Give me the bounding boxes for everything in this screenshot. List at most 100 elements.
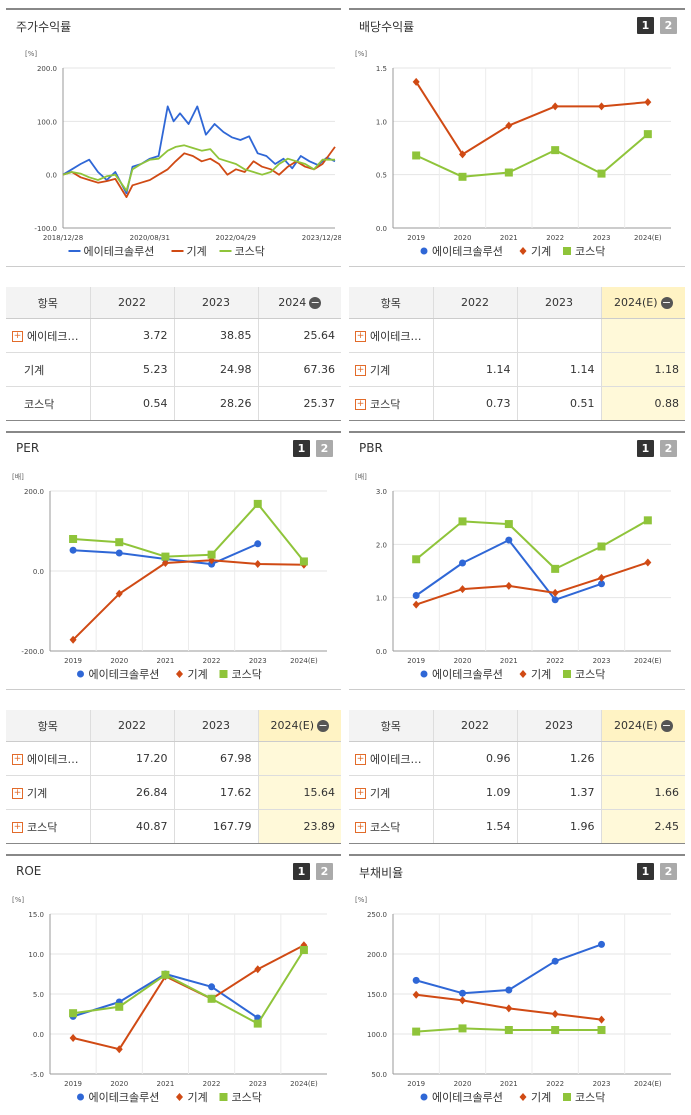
x-tick-label: 2022	[546, 1080, 564, 1088]
data-point	[412, 976, 420, 984]
series-line	[62, 146, 336, 198]
column-header: 2022	[90, 287, 175, 319]
value-cell	[601, 741, 685, 776]
row-name-label: 기계	[370, 363, 391, 377]
value-cell: 40.87	[90, 809, 175, 844]
data-point	[551, 1010, 559, 1018]
legend-label: 코스닥	[232, 668, 262, 681]
legend-label: 에이테크솔루션	[89, 1091, 160, 1104]
table-row: + 기계 1.14 1.14 1.18	[349, 352, 685, 387]
expand-icon[interactable]: +	[12, 788, 23, 799]
collapse-icon[interactable]: −	[660, 719, 673, 732]
series-line	[72, 949, 305, 1025]
x-tick-label: 2021	[500, 1080, 518, 1088]
data-point	[69, 1009, 78, 1018]
legend-label: 기계	[531, 245, 551, 258]
x-tick-label: 2018/12/28	[43, 234, 83, 242]
y-tick-label: 1.0	[376, 595, 387, 603]
data-point	[300, 941, 308, 950]
page-2-button[interactable]: 2	[660, 17, 677, 34]
column-header-label: 2022	[461, 296, 489, 309]
y-tick-label: 0.0	[376, 225, 387, 233]
data-point	[412, 600, 420, 609]
page-1-button[interactable]: 1	[637, 440, 654, 457]
x-tick-label: 2024(E)	[634, 1080, 662, 1088]
value-cell: 1.26	[517, 741, 602, 776]
y-tick-label: 0.0	[46, 172, 57, 180]
panel-title: 부채비율	[359, 866, 404, 880]
expand-icon[interactable]: +	[355, 788, 366, 799]
chart-per: [배]200.0 0.0 -200.0 2019 2020 2021 2022 2023 202…	[12, 472, 327, 681]
expand-icon[interactable]: +	[355, 365, 366, 376]
data-point	[458, 172, 467, 181]
row-name-cell: + 코스닥	[349, 809, 434, 844]
column-header-label: 2024	[278, 296, 307, 309]
collapse-icon[interactable]: −	[660, 296, 673, 309]
y-tick-label: 5.0	[33, 991, 44, 999]
y-tick-label: 0.0	[33, 1031, 44, 1039]
expand-icon[interactable]: +	[355, 331, 366, 342]
column-header: 2023	[517, 710, 602, 742]
expand-icon[interactable]: +	[355, 399, 366, 410]
expand-icon[interactable]: +	[355, 754, 366, 765]
chart-panel-pbr: PBR 1 2 [배] 3.0 2.0 1.0 0.0 2019 2020 2021 2022 2…	[349, 431, 685, 690]
column-header: 2024(E) −	[258, 710, 341, 742]
expand-icon[interactable]: +	[12, 822, 23, 833]
column-header: 2022	[90, 710, 175, 742]
y-tick-label: 1.0	[376, 118, 387, 126]
expand-icon[interactable]: +	[12, 331, 23, 342]
collapse-icon[interactable]: −	[317, 719, 330, 732]
chart-panel-debt: 부채비율 1 2 [%] 250.0 200.0 150.0 100.0 50.0 2019…	[349, 854, 685, 1112]
y-tick-label: -100.0	[34, 225, 57, 233]
column-header: 2024(E) −	[601, 287, 685, 319]
data-point	[253, 1019, 262, 1028]
column-header-label: 항목	[380, 296, 401, 310]
column-header: 항목	[6, 710, 91, 742]
data-point	[551, 564, 560, 573]
page-1-button[interactable]: 1	[637, 17, 654, 34]
collapse-icon[interactable]: −	[309, 296, 322, 309]
page-1-button[interactable]: 1	[637, 863, 654, 880]
page-1-button[interactable]: 1	[293, 440, 310, 457]
legend-marker	[420, 247, 428, 255]
value-cell: 0.54	[90, 386, 175, 421]
legend-label: 기계	[531, 1091, 551, 1104]
data-point	[598, 102, 605, 111]
data-point	[505, 121, 513, 130]
data-point	[551, 588, 559, 597]
row-name-cell: + 코스닥	[349, 386, 434, 421]
page-2-button[interactable]: 2	[660, 440, 677, 457]
legend-label: 기계	[188, 1091, 208, 1104]
y-tick-label: 150.0	[367, 991, 387, 999]
legend-marker	[519, 670, 527, 678]
y-tick-label: 15.0	[28, 911, 44, 919]
page-2-button[interactable]: 2	[316, 440, 333, 457]
legend-marker	[563, 247, 571, 255]
x-tick-label: 2024(E)	[634, 657, 662, 665]
table-row: + 에이테크… 0.96 1.26	[349, 741, 685, 776]
page-2-button[interactable]: 2	[660, 863, 677, 880]
table-row: + 코스닥 40.87 167.79 23.89	[6, 809, 341, 844]
row-name-label: 기계	[24, 363, 45, 377]
y-tick-label: 10.0	[28, 951, 44, 959]
chart-panel-dividend: 배당수익률 1 2 [%] 1.5 1.0 0.5 0.0 2019 2020 2021 202…	[349, 8, 685, 267]
row-name-cell: + 기계	[349, 775, 434, 810]
row-name-cell: 코스닥	[6, 386, 91, 421]
y-unit-label: [%]	[25, 50, 37, 58]
row-name-cell: 기계	[6, 352, 91, 387]
expand-icon[interactable]: +	[355, 822, 366, 833]
data-point	[505, 581, 513, 590]
value-cell: 67.98	[174, 741, 259, 776]
page-2-button[interactable]: 2	[316, 863, 333, 880]
x-tick-label: 2022	[546, 234, 564, 242]
page-1-button[interactable]: 1	[293, 863, 310, 880]
data-point	[412, 1027, 421, 1036]
data-point	[161, 970, 170, 979]
y-tick-label: 0.0	[376, 648, 387, 656]
table-stock-return: 항목 2022 2023 2024− + 에이테크… 3.72 38.85 25.64 기계 5.2…	[6, 287, 341, 421]
column-header-label: 항목	[37, 719, 58, 733]
expand-icon[interactable]: +	[12, 754, 23, 765]
legend-marker	[420, 670, 428, 678]
value-cell: 0.96	[433, 741, 518, 776]
data-point	[299, 557, 308, 566]
